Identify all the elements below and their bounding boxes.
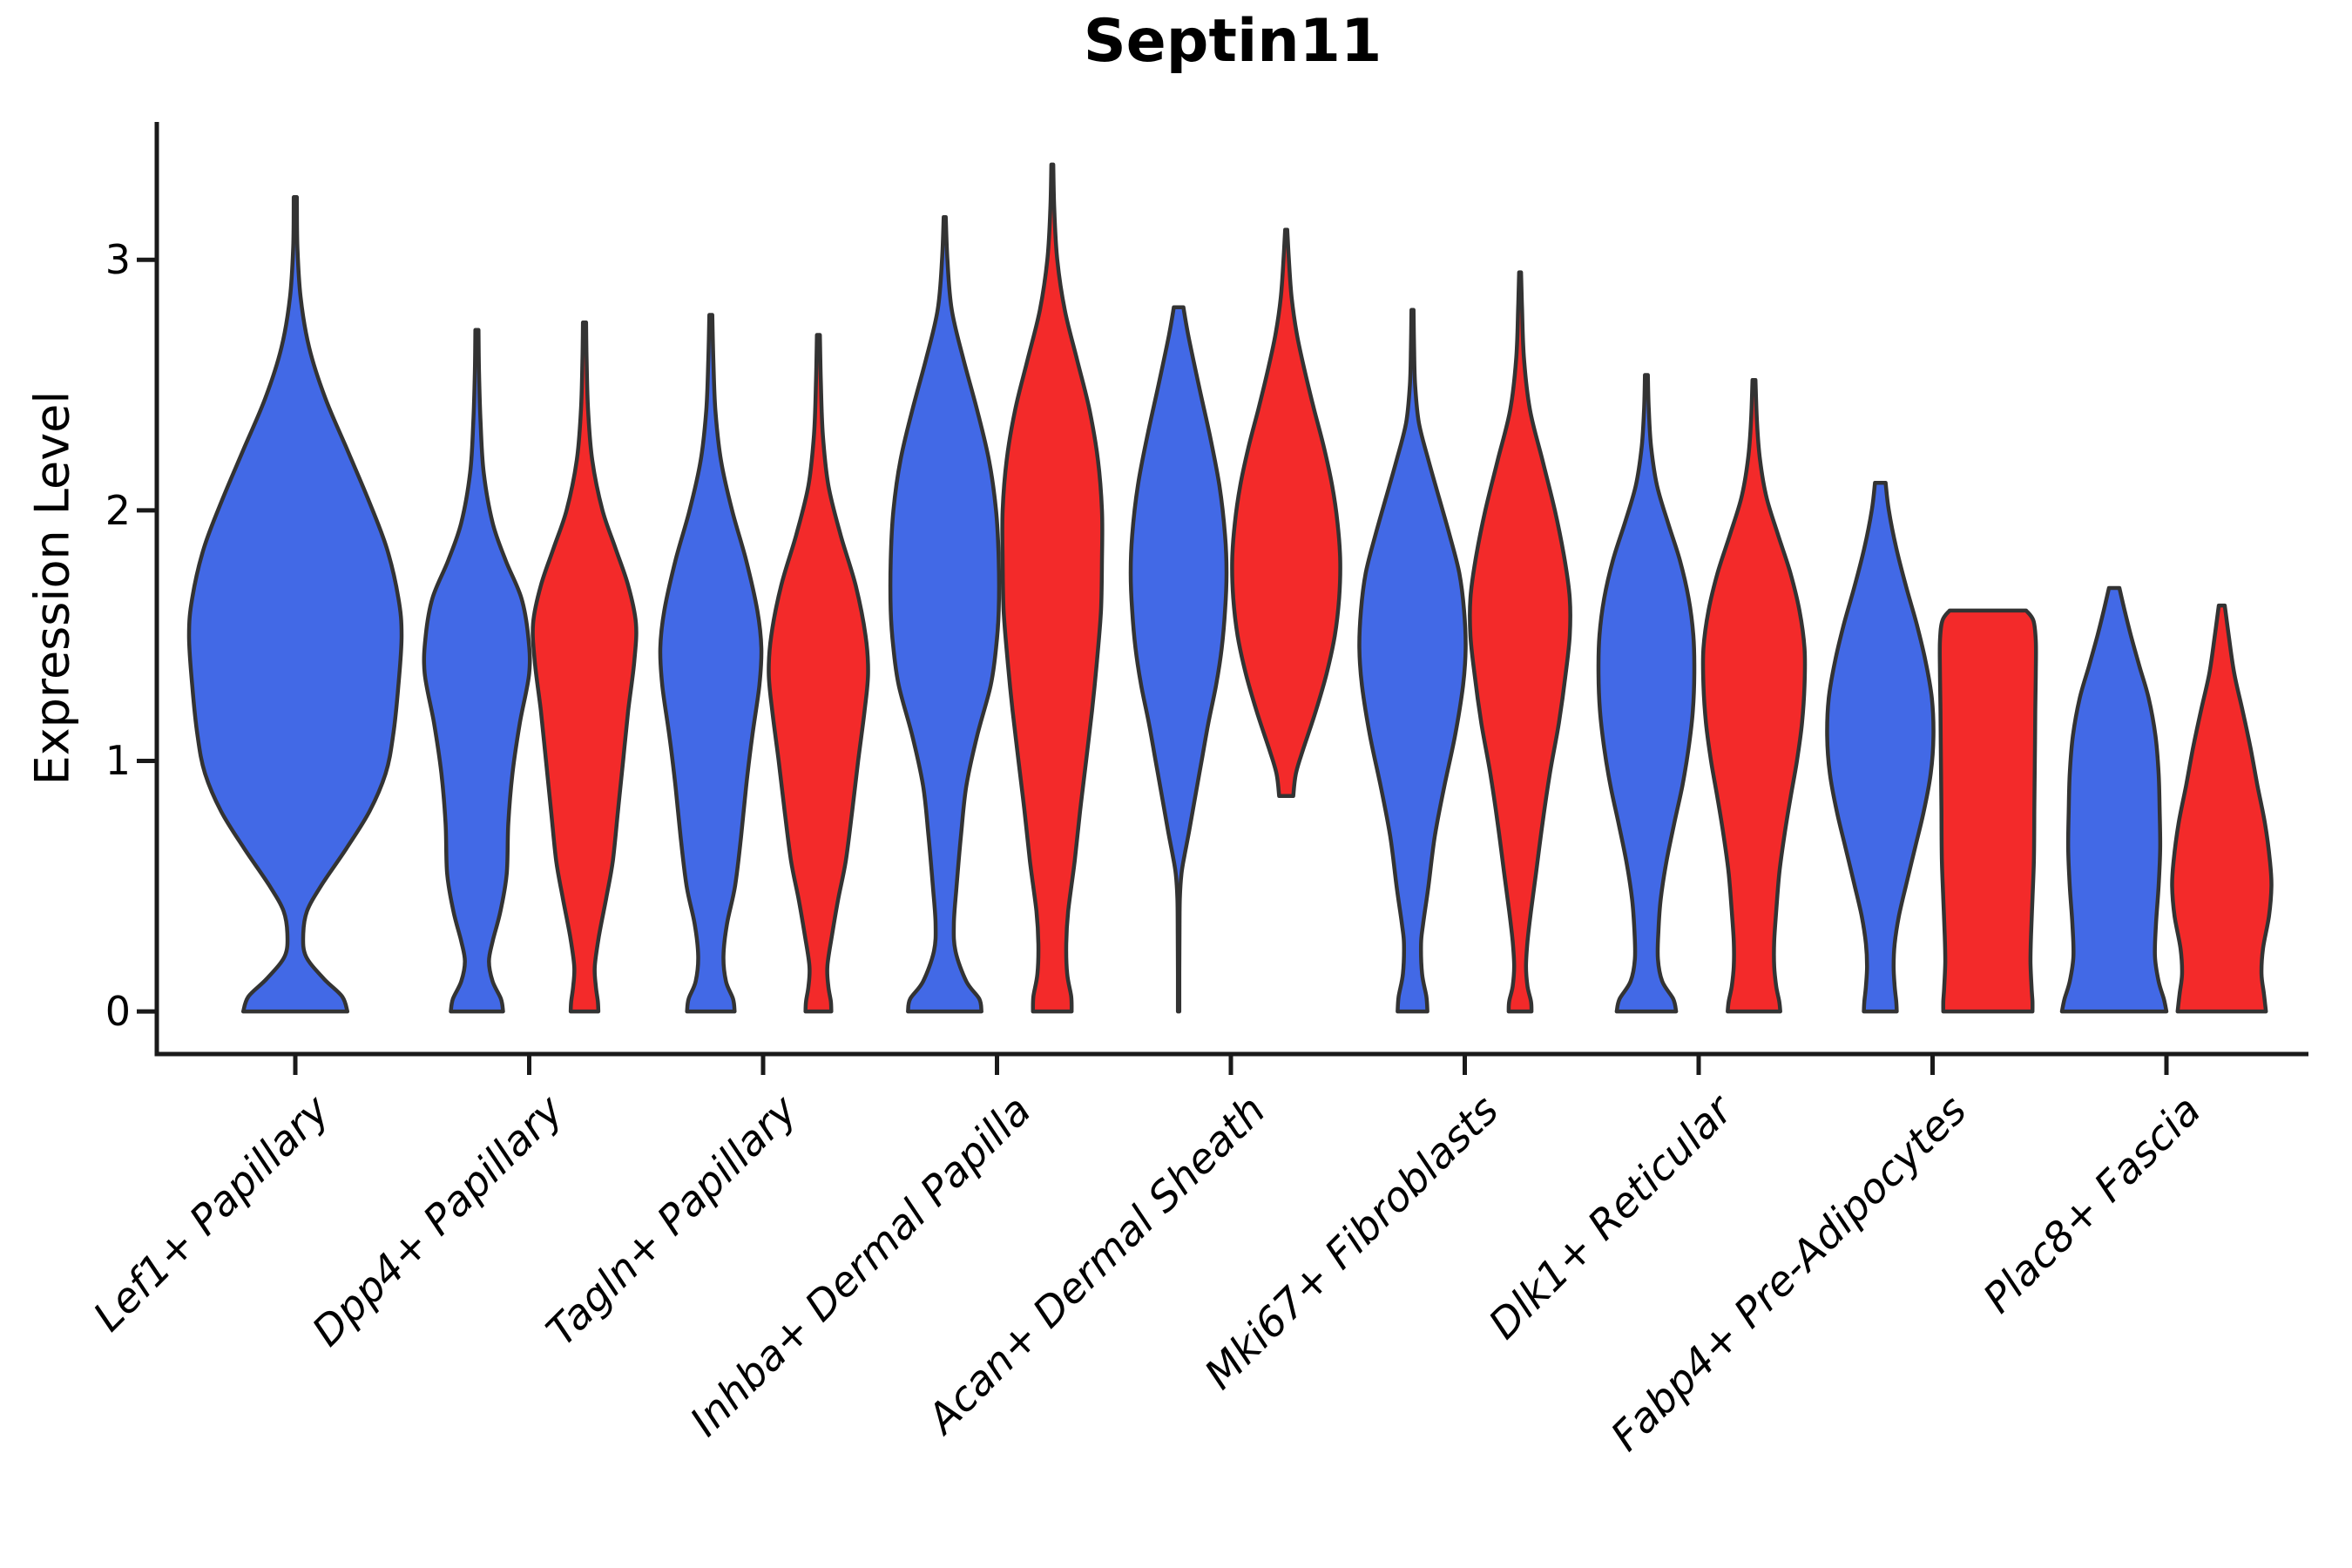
violin-dlk1-reticular-red	[1700, 378, 1808, 1014]
violin-fabp4-pre-adipocytes-blue	[1825, 480, 1936, 1014]
chart-title: Septin11	[1083, 7, 1382, 76]
violin-fabp4-pre-adipocytes-red	[1937, 608, 2038, 1014]
y-tick-label: 1	[105, 737, 131, 785]
violin-lef1-papillary-blue	[186, 195, 404, 1014]
y-tick-label: 3	[105, 236, 131, 284]
violin-inhba-dermal-papilla-blue	[888, 215, 1002, 1014]
violin-dpp4-papillary-red	[531, 320, 639, 1014]
violin-plac8-fascia-blue	[2059, 585, 2169, 1014]
violins	[186, 162, 2274, 1014]
violin-plac8-fascia-red	[2170, 603, 2274, 1014]
axes-spines	[154, 122, 2308, 1057]
violin-acan-dermal-sheath-red	[1230, 227, 1342, 798]
violin-tagln-papillary-blue	[658, 313, 764, 1014]
violin-dpp4-papillary-blue	[422, 328, 532, 1014]
violin-tagln-papillary-red	[767, 333, 870, 1014]
y-tick-label: 2	[105, 486, 131, 534]
violin-mki67-fibroblasts-blue	[1357, 308, 1468, 1014]
violin-inhba-dermal-papilla-red	[1000, 162, 1105, 1014]
y-tick-label: 0	[105, 988, 131, 1036]
violin-dlk1-reticular-blue	[1596, 373, 1697, 1014]
tick-marks	[137, 257, 2169, 1075]
violin-mki67-fibroblasts-red	[1468, 270, 1572, 1014]
violin-acan-dermal-sheath-blue	[1128, 305, 1229, 1014]
